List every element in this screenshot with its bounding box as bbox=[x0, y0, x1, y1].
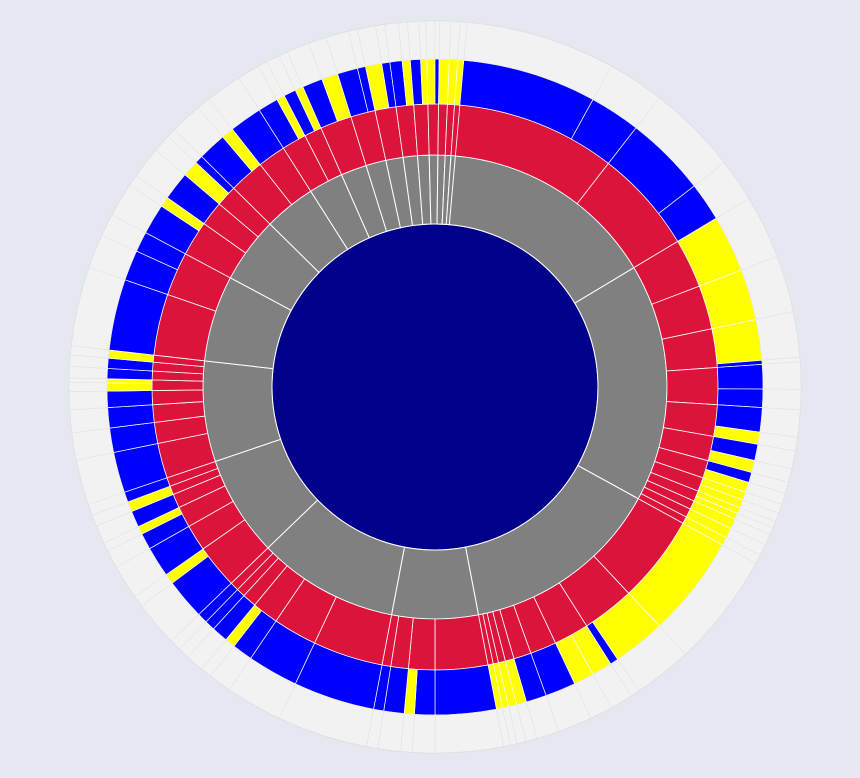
outer-segment-1-3-1[interactable] bbox=[762, 388, 802, 411]
outer-segment-19-0-0[interactable] bbox=[457, 21, 468, 61]
outer-segment-1-2-0[interactable] bbox=[755, 311, 800, 361]
level1-segment-16[interactable] bbox=[428, 154, 439, 225]
outer-segment-17-0-0[interactable] bbox=[438, 20, 452, 60]
outer-segment-3-1-0[interactable] bbox=[411, 714, 436, 754]
level1-segment-3[interactable] bbox=[390, 546, 480, 620]
level3-segment-3-0-0[interactable] bbox=[434, 664, 497, 716]
level3-segment-16-0-0[interactable] bbox=[426, 58, 436, 105]
outer-segment-6-4-0[interactable] bbox=[68, 382, 108, 392]
level2-segment-16-0[interactable] bbox=[427, 103, 439, 156]
outer-segment-1-3-0[interactable] bbox=[762, 361, 802, 390]
level3-segment-3-1-0[interactable] bbox=[414, 669, 436, 716]
level2-segment-3-0[interactable] bbox=[434, 614, 489, 671]
root-segment[interactable] bbox=[271, 223, 599, 551]
outer-segment-16-0-0[interactable] bbox=[425, 20, 436, 60]
level3-segment-1-3-0[interactable] bbox=[716, 363, 764, 390]
level2-segment-6-4[interactable] bbox=[151, 379, 204, 391]
outer-segment-16-0-1[interactable] bbox=[434, 20, 440, 60]
level2-segment-1-3[interactable] bbox=[666, 367, 719, 406]
level3-segment-6-4-0[interactable] bbox=[106, 382, 153, 392]
outer-segment-3-0-0[interactable] bbox=[434, 708, 504, 754]
level3-segment-6-3-0[interactable] bbox=[106, 390, 153, 408]
outer-segment-6-3-0[interactable] bbox=[68, 390, 108, 411]
level3-segment-1-3-1[interactable] bbox=[717, 388, 764, 408]
